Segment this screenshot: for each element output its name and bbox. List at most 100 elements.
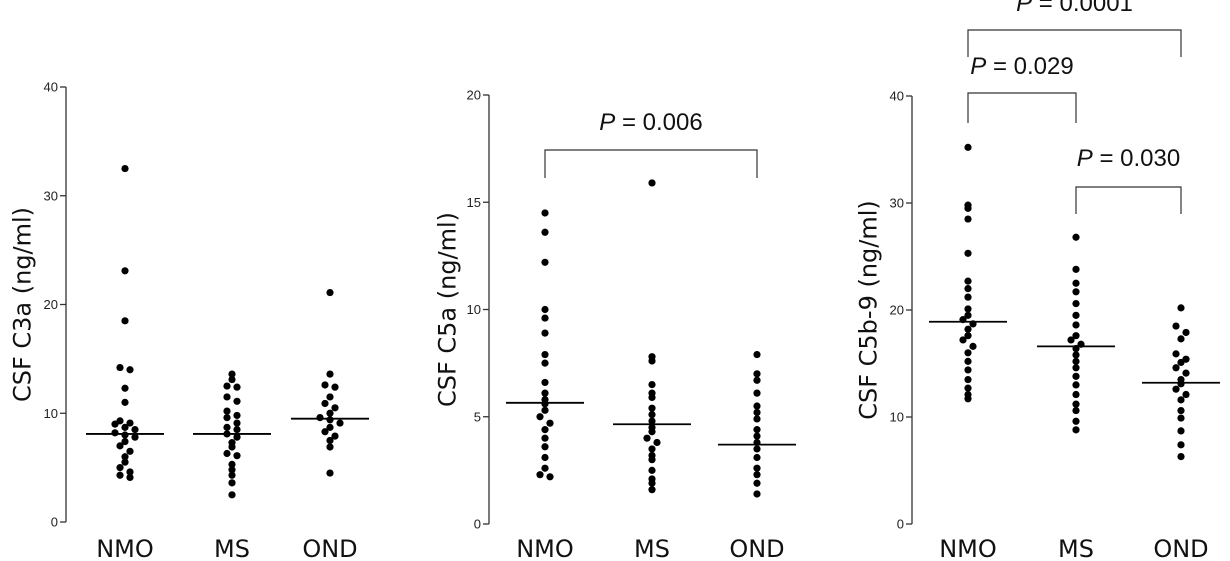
y-tick-label: 40 [890, 89, 904, 104]
data-point [1072, 381, 1080, 389]
data-point [1072, 233, 1080, 241]
y-tick-label: 40 [44, 80, 58, 95]
data-point [121, 398, 129, 406]
data-point [541, 464, 549, 472]
data-point [131, 433, 139, 441]
data-point [753, 389, 761, 397]
p-value-label: P = 0.029 [970, 53, 1073, 80]
data-point [1072, 400, 1080, 408]
data-point [753, 445, 761, 453]
y-tick-label: 20 [44, 297, 58, 312]
y-axis-label: CSF C3a (ng/ml) [8, 207, 36, 402]
category-label: NMO [96, 535, 154, 561]
data-point [326, 469, 334, 477]
data-point [336, 419, 344, 427]
significance-bracket [1075, 186, 1182, 214]
data-point [1072, 288, 1080, 296]
data-point [1067, 336, 1075, 344]
data-point [541, 443, 549, 451]
data-point [116, 471, 124, 479]
data-point [1172, 350, 1180, 358]
data-point [126, 366, 134, 374]
data-point [541, 228, 549, 236]
y-tick-label: 10 [467, 302, 481, 317]
data-point [964, 277, 972, 285]
data-point [541, 378, 549, 387]
data-point [964, 332, 972, 340]
data-point [233, 397, 241, 405]
data-point [541, 359, 549, 367]
data-point [228, 491, 236, 499]
data-point [326, 416, 334, 424]
data-point [326, 423, 334, 431]
data-point [321, 381, 329, 389]
data-point [541, 305, 549, 314]
data-point [653, 438, 661, 447]
data-point [648, 445, 656, 453]
data-point [648, 179, 656, 187]
data-point [1177, 380, 1185, 388]
data-point [964, 204, 972, 212]
data-point [648, 466, 656, 474]
data-point [111, 429, 119, 437]
data-point [223, 414, 231, 422]
data-point [969, 342, 977, 350]
data-point [1177, 304, 1185, 312]
data-point [753, 426, 761, 434]
data-point [121, 431, 129, 439]
data-point [1072, 332, 1080, 340]
data-point [1177, 335, 1185, 343]
data-point [1072, 265, 1080, 273]
data-point [648, 456, 656, 464]
data-point [1182, 328, 1190, 337]
data-point [121, 384, 129, 392]
data-point [326, 436, 334, 445]
data-point [223, 449, 231, 458]
data-point [546, 473, 554, 481]
data-point [121, 267, 129, 275]
y-tick-label: 10 [890, 410, 904, 425]
data-point [116, 442, 124, 450]
data-point [126, 468, 134, 476]
data-point [753, 453, 761, 462]
data-point [541, 400, 549, 408]
data-point [753, 479, 761, 487]
data-point [316, 414, 324, 422]
data-point [223, 423, 231, 431]
data-point [753, 408, 761, 417]
data-point [753, 376, 761, 384]
data-point [648, 357, 656, 365]
panel-c5a: 0 5 10 15 20 CSF C5a (ng/ml) NMO MS OND P = 0.006 [433, 88, 796, 561]
data-point [753, 464, 761, 472]
data-point [648, 404, 656, 412]
data-point [228, 375, 236, 384]
data-point [233, 383, 241, 391]
data-point [1072, 357, 1080, 365]
data-point [1177, 441, 1185, 449]
data-point [964, 305, 972, 313]
data-point [1072, 426, 1080, 434]
data-point [1177, 358, 1185, 367]
data-point [643, 434, 651, 442]
y-tick-label: 0 [897, 517, 904, 532]
data-point [233, 419, 241, 427]
data-point [648, 417, 656, 425]
data-point [1172, 322, 1180, 330]
data-point [964, 325, 972, 333]
data-point [1182, 369, 1190, 377]
data-point [648, 486, 656, 494]
data-point [1072, 351, 1080, 359]
data-point [126, 447, 134, 455]
data-point [753, 350, 761, 359]
data-point [1177, 452, 1185, 461]
y-tick-label: 15 [467, 195, 481, 210]
category-label: OND [1153, 535, 1208, 561]
data-point [228, 479, 236, 487]
data-point [223, 382, 231, 390]
data-point [331, 432, 339, 440]
data-point [228, 471, 236, 479]
data-point [228, 460, 236, 468]
data-point [321, 428, 329, 436]
data-point [121, 458, 129, 466]
